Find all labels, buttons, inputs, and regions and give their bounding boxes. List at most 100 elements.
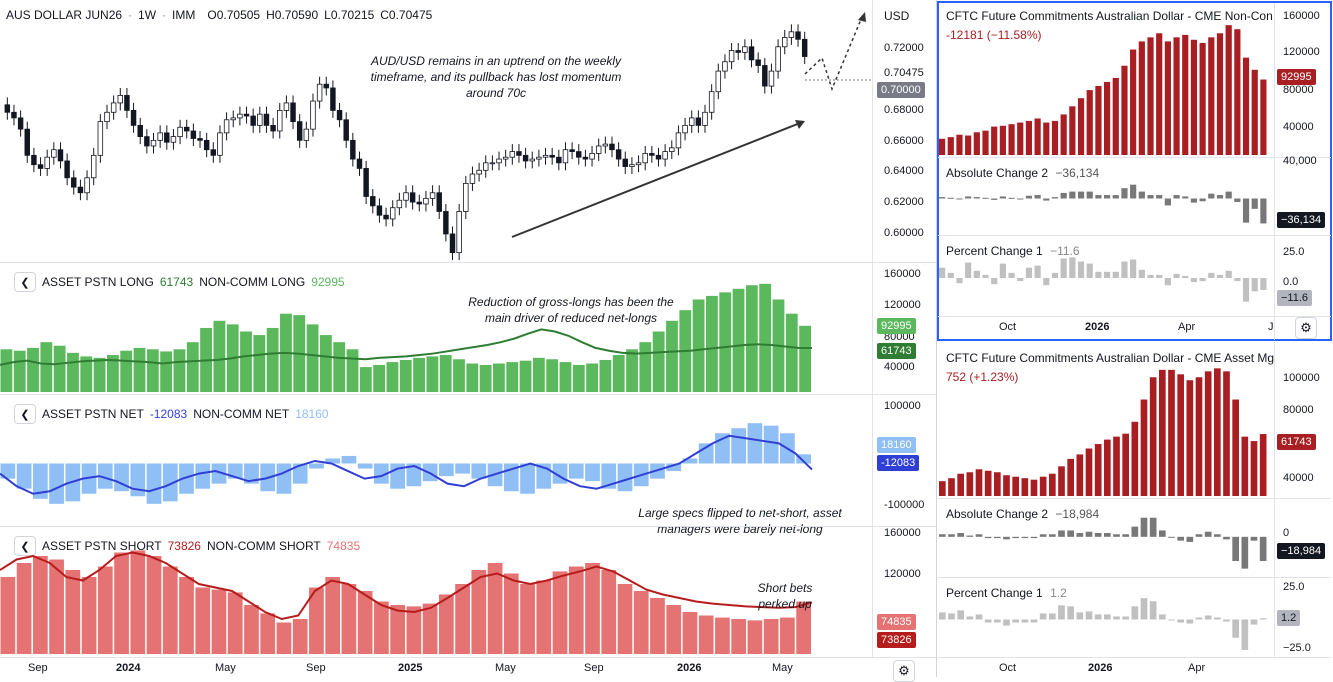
bar [1214,368,1221,496]
candle-body [463,182,469,212]
bar [1204,531,1212,537]
rb-pct-tick: −25.0 [1283,642,1311,654]
candle-body [257,113,263,126]
bar [1204,371,1212,496]
bar [1250,536,1258,541]
candle-body [290,102,296,123]
bar [292,463,308,484]
bar [1159,369,1166,496]
collapse-button[interactable]: ❮ [14,404,36,424]
bar [1234,278,1241,282]
bar [179,577,194,654]
bar [1122,433,1129,496]
candle-body [436,192,442,212]
candle-body [529,158,535,162]
rt-x-tick: 2026 [1085,321,1110,333]
bar [1094,444,1102,496]
bar [1234,198,1241,202]
rb-pct-chart[interactable] [938,578,1273,657]
bar [1259,434,1267,496]
pane-divider [0,262,936,263]
currency-label[interactable]: USD [884,9,910,23]
bar [1104,271,1111,278]
bar [1251,278,1258,292]
bar [471,570,487,654]
net-chart[interactable] [0,395,872,526]
rt-settings-gear-icon[interactable]: ⚙ [1295,317,1317,339]
series-line [0,434,813,495]
ohlc-open: O0.70505 [207,8,261,22]
rt-abs-chart[interactable] [938,158,1273,235]
candle-body [4,104,11,113]
bar [1242,57,1250,155]
bar [1076,612,1084,620]
bar [1140,399,1148,496]
projection-arrowhead [858,12,866,22]
bar [982,130,989,155]
rt-pct-tick: 25.0 [1283,246,1305,258]
settings-gear-icon[interactable]: ⚙ [893,660,915,682]
bar [1251,69,1258,155]
bar [1077,98,1085,155]
bar [1241,436,1249,496]
bar [1086,191,1093,199]
bar [1077,191,1085,199]
bar [146,349,159,392]
rb-abs-chart[interactable] [938,499,1273,577]
bar [966,616,974,620]
candle-body [509,151,516,158]
short-tag-asset: 73826 [877,632,916,648]
widget-title[interactable]: CFTC Future Commitments Australian Dolla… [946,9,1273,23]
rb-bar-chart[interactable] [938,345,1273,498]
bar [1012,476,1019,496]
bar [1147,274,1154,278]
bar [682,612,698,654]
bar [559,362,572,392]
bar [1039,534,1047,537]
collapse-button[interactable]: ❮ [14,272,36,292]
bar [1168,536,1175,538]
bar [1216,195,1224,199]
collapse-button[interactable]: ❮ [14,536,36,556]
bar [984,619,992,623]
bar [585,563,600,654]
price-chart[interactable] [0,0,872,262]
bar [948,534,955,537]
legend-label: ASSET PSTN LONG [42,275,154,289]
bar [1049,613,1056,620]
bar [947,137,954,155]
bar [1208,272,1215,278]
candle-body [389,207,396,220]
widget-title[interactable]: CFTC Future Commitments Australian Dolla… [946,351,1274,365]
candle-body [37,164,44,169]
bar [493,363,505,392]
candle-body [682,124,688,134]
long-chart[interactable] [0,263,872,394]
bar [796,601,811,654]
rt-bar-chart[interactable] [938,3,1273,157]
candle-body [576,151,582,158]
bar [1195,617,1203,620]
candle-body [336,110,343,121]
symbol-header[interactable]: AUS DOLLAR JUN26 · 1W · IMM O0.70505 H0.… [6,8,433,22]
level-price-tag: 0.70000 [877,82,925,98]
rt-pct-legend: Percent Change 1 −11.6 [946,244,1080,258]
bar [1214,534,1221,537]
bar [266,327,279,392]
bar [0,577,16,654]
widget-change: -12181 (−11.58%) [946,28,1042,42]
candle-body [762,65,768,87]
bar [32,463,48,499]
bar [626,349,638,392]
bar [1190,278,1198,283]
bar [359,367,372,392]
candle-body [409,192,416,203]
series-line [0,328,813,366]
bar [162,463,178,502]
rb-tick: 40000 [1283,472,1314,484]
legend-label: NON-COMM SHORT [206,539,321,553]
bar [965,135,972,155]
rt-pct-chart[interactable] [938,236,1273,316]
short-chart[interactable] [0,527,872,656]
bar [1182,34,1189,155]
